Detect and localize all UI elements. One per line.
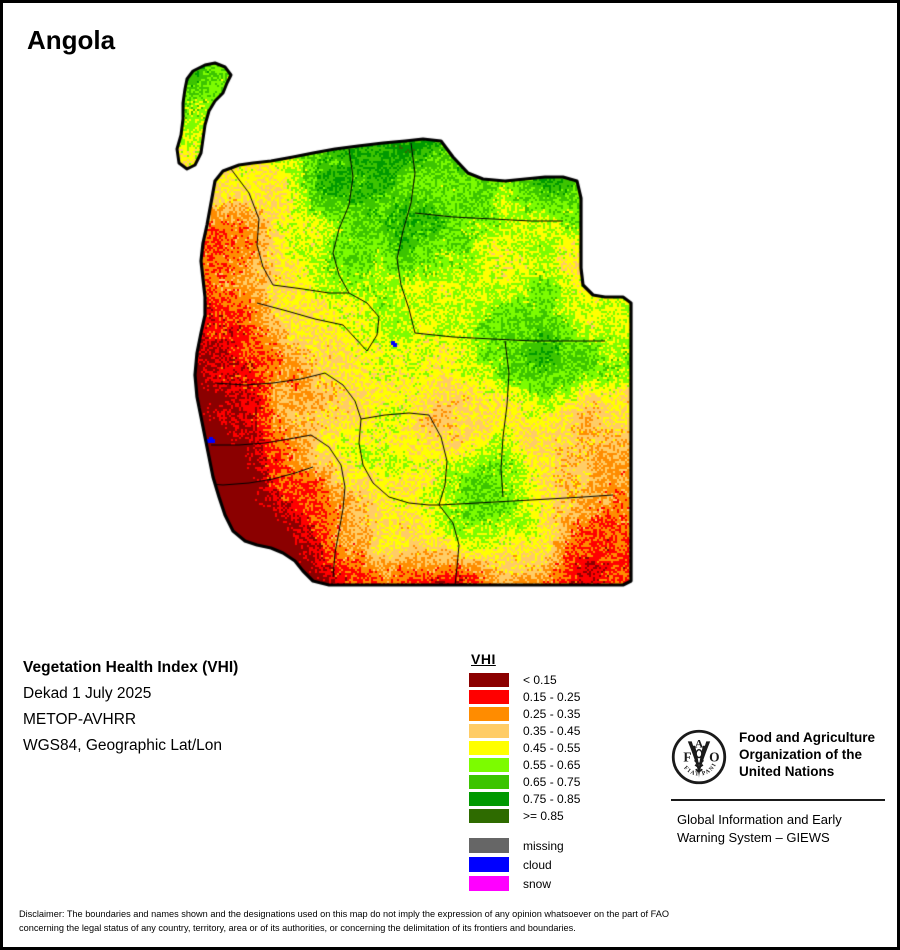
angola-vhi-map-canvas[interactable] bbox=[153, 53, 713, 633]
giews-system-name: Global Information and Early Warning Sys… bbox=[677, 811, 889, 847]
fao-logo-icon: F A O FIAT PANIS bbox=[669, 725, 727, 785]
legend-class-list: < 0.15 0.15 - 0.25 0.25 - 0.35 0.35 - 0.45 0… bbox=[469, 672, 649, 824]
fao-divider bbox=[671, 799, 885, 801]
legend-extra-label: snow bbox=[523, 876, 552, 891]
legend-class-swatch bbox=[469, 724, 509, 738]
page-title: Angola bbox=[27, 25, 116, 55]
svg-text:A: A bbox=[695, 737, 704, 750]
legend-class-row[interactable]: 0.35 - 0.45 bbox=[469, 723, 649, 739]
legend-class-swatch bbox=[469, 775, 509, 789]
legend-class-label: 0.55 - 0.65 bbox=[523, 758, 581, 772]
legend-extra-row[interactable]: missing bbox=[469, 837, 649, 854]
map-area[interactable] bbox=[153, 53, 713, 633]
fao-logo-row: F A O FIAT PANIS Food and Agriculture Or… bbox=[669, 725, 889, 785]
fao-name-line-3: United Nations bbox=[739, 764, 835, 779]
info-period: Dekad 1 July 2025 bbox=[23, 685, 152, 702]
disclaimer-line-2: concerning the legal status of any count… bbox=[19, 922, 576, 933]
legend-class-row[interactable]: 0.25 - 0.35 bbox=[469, 706, 649, 722]
legend-class-swatch bbox=[469, 741, 509, 755]
legend-class-swatch bbox=[469, 758, 509, 772]
info-sensor: METOP-AVHRR bbox=[23, 711, 137, 728]
legend-class-swatch bbox=[469, 690, 509, 704]
legend-extra-row[interactable]: cloud bbox=[469, 856, 649, 873]
legend-class-label: 0.35 - 0.45 bbox=[523, 724, 581, 738]
vhi-legend: VHI < 0.15 0.15 - 0.25 0.25 - 0.35 0.35 - 0… bbox=[469, 651, 649, 894]
legend-class-row[interactable]: < 0.15 bbox=[469, 672, 649, 688]
info-projection: WGS84, Geographic Lat/Lon bbox=[23, 737, 223, 754]
info-product: Vegetation Health Index (VHI) bbox=[23, 659, 239, 676]
legend-class-swatch bbox=[469, 673, 509, 687]
disclaimer: Disclaimer: The boundaries and names sho… bbox=[19, 908, 885, 935]
disclaimer-line-1: Disclaimer: The boundaries and names sho… bbox=[19, 909, 669, 919]
legend-class-row[interactable]: 0.15 - 0.25 bbox=[469, 689, 649, 705]
legend-extra-swatch bbox=[469, 876, 509, 891]
svg-text:O: O bbox=[709, 749, 719, 764]
legend-class-swatch bbox=[469, 792, 509, 806]
legend-title: VHI bbox=[471, 651, 496, 667]
fao-name-line-1: Food and Agriculture bbox=[739, 730, 875, 745]
legend-extra-swatch bbox=[469, 838, 509, 853]
legend-class-label: 0.25 - 0.35 bbox=[523, 707, 581, 721]
legend-class-row[interactable]: 0.65 - 0.75 bbox=[469, 774, 649, 790]
legend-class-swatch bbox=[469, 809, 509, 823]
legend-class-label: >= 0.85 bbox=[523, 809, 564, 823]
legend-class-label: < 0.15 bbox=[523, 673, 557, 687]
fao-organization-name: Food and Agriculture Organization of the… bbox=[739, 729, 875, 780]
fao-branding-block: F A O FIAT PANIS Food and Agriculture Or… bbox=[669, 725, 889, 847]
legend-class-label: 0.45 - 0.55 bbox=[523, 741, 581, 755]
legend-class-label: 0.15 - 0.25 bbox=[523, 690, 581, 704]
giews-line-2: Warning System – GIEWS bbox=[677, 830, 830, 845]
legend-class-row[interactable]: >= 0.85 bbox=[469, 808, 649, 824]
legend-extra-label: missing bbox=[523, 838, 564, 853]
legend-extra-list: missing cloud snow bbox=[469, 837, 649, 892]
legend-class-label: 0.75 - 0.85 bbox=[523, 792, 581, 806]
svg-text:F: F bbox=[683, 749, 691, 764]
map-info-block: Vegetation Health Index (VHI) Dekad 1 Ju… bbox=[23, 655, 423, 759]
legend-class-row[interactable]: 0.55 - 0.65 bbox=[469, 757, 649, 773]
legend-extra-row[interactable]: snow bbox=[469, 875, 649, 892]
legend-class-row[interactable]: 0.45 - 0.55 bbox=[469, 740, 649, 756]
legend-class-row[interactable]: 0.75 - 0.85 bbox=[469, 791, 649, 807]
legend-class-label: 0.65 - 0.75 bbox=[523, 775, 581, 789]
fao-name-line-2: Organization of the bbox=[739, 747, 862, 762]
legend-class-swatch bbox=[469, 707, 509, 721]
legend-extra-label: cloud bbox=[523, 857, 552, 872]
giews-line-1: Global Information and Early bbox=[677, 812, 842, 827]
legend-extra-swatch bbox=[469, 857, 509, 872]
